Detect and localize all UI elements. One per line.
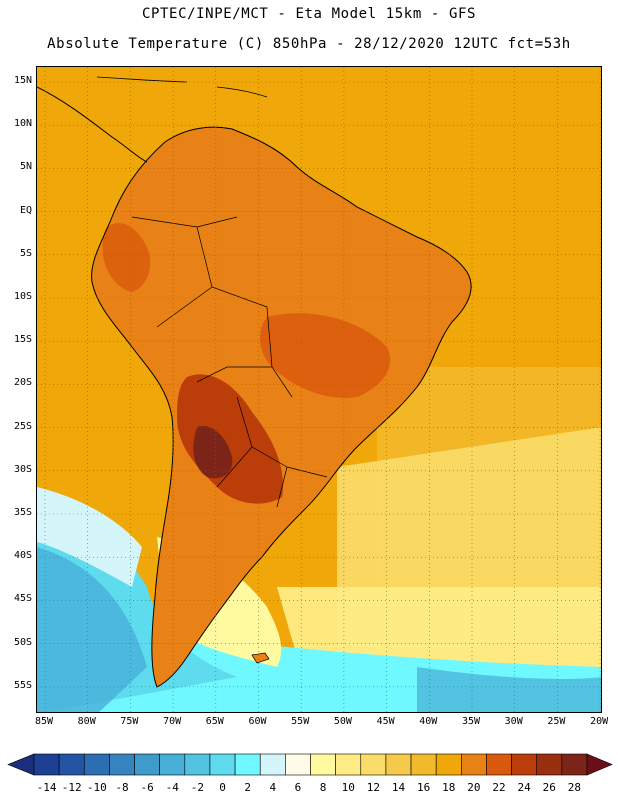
warm-region-andes — [102, 223, 151, 292]
lat-label-20s: 20S — [13, 377, 32, 389]
country-borders — [131, 216, 328, 508]
colorbar-label: -10 — [86, 781, 107, 794]
lon-label-35w: 35W — [461, 716, 481, 727]
lat-label-10n: 10N — [13, 118, 32, 130]
lon-label-80w: 80W — [77, 716, 96, 727]
colorbar-swatch — [159, 753, 186, 776]
colorbar-swatch — [259, 753, 286, 776]
colorbar-label: 0 — [219, 781, 226, 794]
lat-label-25s: 25S — [13, 420, 32, 432]
lat-label-40s: 40S — [13, 550, 32, 562]
colorbar-swatch — [461, 753, 487, 776]
lat-label-30s: 30S — [13, 463, 32, 475]
lat-label-eq: EQ — [19, 204, 32, 216]
colorbar-label: 14 — [391, 781, 406, 794]
lon-label-75w: 75W — [120, 716, 139, 727]
map-panel — [36, 66, 602, 713]
coastline-outline — [91, 126, 472, 688]
lat-label-45s: 45S — [13, 593, 32, 605]
chart-title-line2: Absolute Temperature (C) 850hPa - 28/12/… — [47, 36, 571, 52]
lat-label-35s: 35S — [13, 507, 32, 518]
falkland-islands — [251, 652, 270, 664]
colorbar-swatch — [209, 753, 236, 776]
lon-label-40w: 40W — [419, 716, 438, 727]
lat-label-15n: 15N — [13, 75, 32, 86]
colorbar-swatch — [184, 753, 211, 776]
lon-label-70w: 70W — [163, 716, 182, 727]
colorbar — [7, 753, 613, 776]
colorbar-swatch — [360, 753, 387, 776]
colorbar-label: 28 — [567, 781, 582, 794]
colorbar-label: 18 — [442, 781, 456, 794]
central-america — [37, 86, 148, 163]
colorbar-label: -12 — [61, 781, 82, 794]
colorbar-swatch — [410, 753, 437, 776]
colorbar-label: 16 — [416, 781, 431, 794]
colorbar-swatch — [234, 753, 261, 776]
lat-label-10s: 10S — [13, 291, 32, 302]
colorbar-over-arrow — [586, 753, 613, 776]
lon-label-60w: 60W — [248, 716, 267, 727]
colorbar-label: 22 — [492, 781, 506, 794]
colorbar-label: 2 — [244, 781, 251, 794]
colorbar-swatch — [310, 753, 336, 776]
colorbar-label: 10 — [341, 781, 355, 794]
hot-region-core — [193, 426, 233, 479]
lon-label-50w: 50W — [333, 716, 352, 727]
lon-label-65w: 65W — [205, 716, 224, 727]
colorbar-label: -6 — [140, 781, 154, 794]
lat-label-5n: 5N — [19, 161, 32, 173]
lon-label-85w: 85W — [34, 716, 54, 727]
colorbar-label: 8 — [319, 781, 327, 794]
lon-label-25w: 25W — [547, 716, 566, 727]
south-america-land — [91, 127, 472, 687]
colorbar-swatch — [134, 753, 160, 776]
colorbar-label: 26 — [542, 781, 556, 794]
lat-label-50s: 50S — [13, 636, 32, 648]
colorbar-swatch — [435, 753, 462, 776]
lon-label-55w: 55W — [291, 716, 310, 727]
colorbar-label: 4 — [269, 781, 277, 794]
colorbar-swatch — [511, 753, 538, 776]
lon-label-20w: 20W — [590, 716, 609, 727]
colorbar-swatch — [561, 753, 588, 776]
ocean-far-south — [277, 587, 601, 674]
cold-pacific-deep — [37, 547, 147, 712]
cold-water-nearshore — [417, 667, 601, 712]
colorbar-label: -4 — [165, 781, 179, 794]
lat-label-5s: 5S — [19, 247, 32, 259]
cold-pacific-west — [37, 487, 142, 587]
colorbar-swatch — [285, 753, 311, 776]
warm-region-east — [260, 313, 391, 398]
colorbar-under-arrow — [7, 753, 35, 776]
lat-label-55s: 55S — [13, 679, 32, 691]
colorbar-label: -8 — [115, 781, 129, 794]
colorbar-label: -2 — [190, 781, 204, 794]
chart-title-line1: CPTEC/INPE/MCT - Eta Model 15km - GFS — [141, 6, 477, 22]
lon-label-45w: 45W — [376, 716, 395, 727]
caribbean-islands — [96, 76, 268, 98]
lat-label-15s: 15S — [13, 334, 32, 346]
colorbar-label: -14 — [36, 781, 57, 794]
lon-label-30w: 30W — [504, 716, 523, 727]
colorbar-swatch — [335, 753, 362, 776]
colorbar-swatch — [486, 753, 512, 776]
temperature-field-map — [37, 67, 601, 712]
colorbar-label: 6 — [294, 781, 302, 794]
colorbar-label: 20 — [467, 781, 481, 794]
colorbar-swatch — [385, 753, 412, 776]
colorbar-swatch — [109, 753, 135, 776]
colorbar-swatch — [33, 753, 60, 776]
colorbar-label: 24 — [517, 781, 531, 794]
colorbar-swatch — [536, 753, 563, 776]
colorbar-label: 12 — [366, 781, 380, 794]
colorbar-swatch — [58, 753, 85, 776]
colorbar-swatch — [83, 753, 110, 776]
